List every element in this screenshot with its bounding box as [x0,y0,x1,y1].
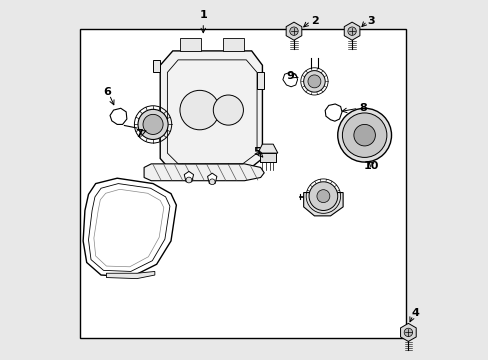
Text: 8: 8 [359,103,366,113]
Circle shape [347,27,356,35]
Circle shape [342,113,386,157]
Polygon shape [83,178,176,277]
Polygon shape [153,60,160,72]
Circle shape [308,182,337,211]
Circle shape [307,75,320,88]
Polygon shape [260,153,275,162]
Polygon shape [223,39,244,51]
Polygon shape [285,22,301,40]
Circle shape [185,177,191,183]
Text: 4: 4 [411,308,419,318]
Polygon shape [110,108,126,125]
Bar [80,30,405,338]
Polygon shape [207,173,217,184]
Polygon shape [180,39,201,51]
Polygon shape [184,171,193,182]
Circle shape [353,125,375,146]
Text: 3: 3 [367,16,374,26]
Text: 10: 10 [364,161,379,171]
Polygon shape [160,51,262,173]
Polygon shape [257,144,277,153]
Circle shape [209,179,215,185]
Circle shape [289,27,298,35]
Text: 2: 2 [310,16,318,26]
Text: 7: 7 [135,129,142,139]
Circle shape [303,71,325,92]
Polygon shape [344,22,359,40]
Circle shape [138,109,168,139]
Circle shape [316,190,329,203]
Polygon shape [257,72,264,89]
Polygon shape [400,323,415,341]
Text: 9: 9 [285,71,293,81]
Polygon shape [325,104,341,121]
Text: 6: 6 [103,87,111,97]
Text: 1: 1 [199,10,207,33]
Circle shape [337,108,391,162]
Circle shape [213,95,243,125]
Polygon shape [303,193,343,216]
Text: 5: 5 [253,147,260,157]
Polygon shape [144,164,264,181]
Polygon shape [282,72,297,87]
Polygon shape [106,271,155,279]
Circle shape [180,90,219,130]
Circle shape [142,114,163,134]
Circle shape [404,328,412,337]
